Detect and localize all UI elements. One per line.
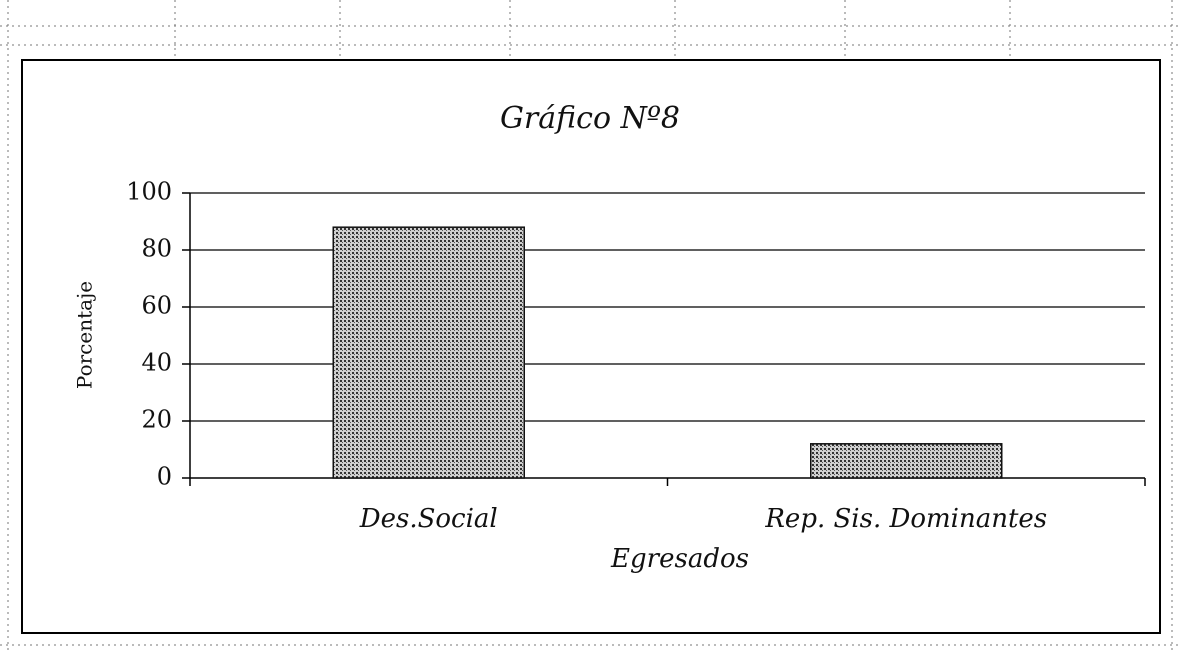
x-tick-label: Rep. Sis. Dominantes — [764, 504, 1047, 534]
y-tick-label: 80 — [141, 235, 172, 263]
bar — [810, 443, 1003, 479]
y-tick-label: 60 — [141, 292, 172, 320]
bar — [332, 226, 525, 479]
x-axis-label: Egresados — [610, 544, 749, 574]
y-tick-label: 40 — [141, 349, 172, 377]
y-axis-label: Porcentaje — [73, 281, 97, 389]
y-tick-label: 100 — [126, 178, 172, 206]
y-tick-label: 0 — [157, 463, 172, 491]
x-tick-label: Des.Social — [359, 504, 498, 534]
chart-title: Gráfico Nº8 — [500, 101, 680, 136]
chart-frame — [21, 59, 1161, 634]
y-tick-label: 20 — [141, 406, 172, 434]
